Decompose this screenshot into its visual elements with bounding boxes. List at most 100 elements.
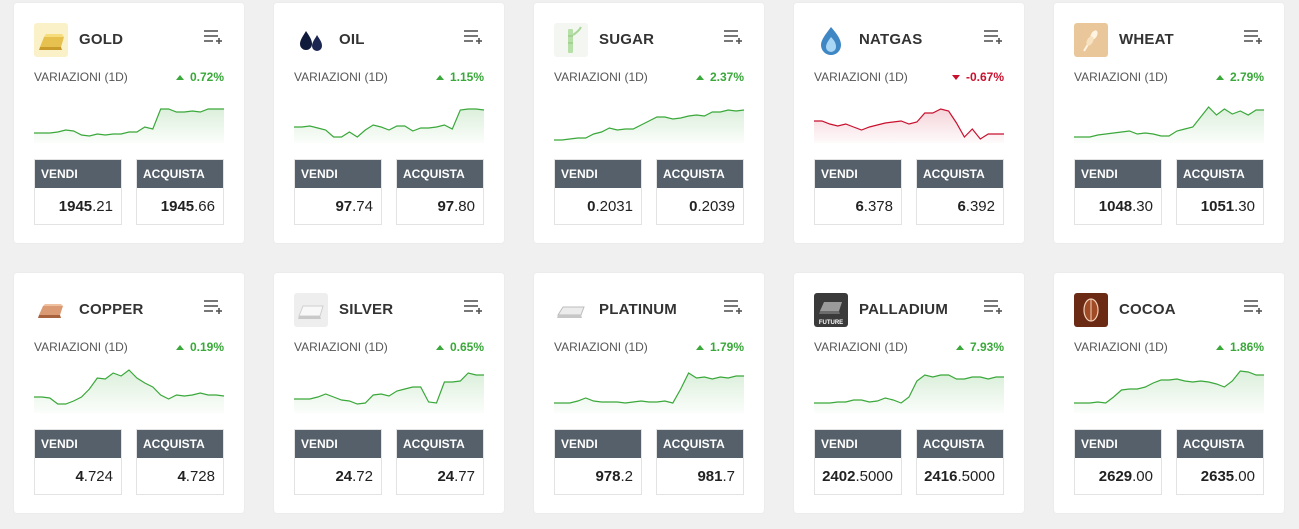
sell-button[interactable]: VENDI 2629.00: [1074, 429, 1162, 495]
change-label: VARIAZIONI (1D): [34, 70, 128, 84]
add-to-watchlist-icon[interactable]: [462, 27, 484, 47]
svg-text:FUTURE: FUTURE: [819, 320, 843, 326]
trend-arrow-icon: [175, 345, 184, 350]
buy-button[interactable]: ACQUISTA 0.2039: [656, 159, 744, 225]
trend-arrow-icon: [955, 345, 964, 350]
trend-arrow-icon: [1215, 75, 1224, 80]
asset-card-gold: GOLD VARIAZIONI (1D) 0.72% VENDI 1945.21…: [14, 3, 244, 243]
sell-button[interactable]: VENDI 6.378: [814, 159, 902, 225]
sell-button[interactable]: VENDI 978.2: [554, 429, 642, 495]
sell-label: VENDI: [1075, 160, 1161, 188]
trend-arrow-icon: [695, 75, 704, 80]
sparkline-chart: [34, 97, 224, 143]
sparkline-svg: [814, 108, 1004, 143]
sell-button[interactable]: VENDI 1945.21: [34, 159, 122, 225]
buy-button[interactable]: ACQUISTA 97.80: [396, 159, 484, 225]
add-to-watchlist-icon[interactable]: [1242, 297, 1264, 317]
buy-button[interactable]: ACQUISTA 24.77: [396, 429, 484, 495]
sparkline-area: [34, 370, 224, 413]
add-to-watchlist-icon[interactable]: [202, 297, 224, 317]
sell-price: 6.378: [855, 198, 893, 215]
buy-price: 24.77: [437, 468, 475, 485]
sparkline-area: [294, 373, 484, 413]
gold-bar-icon: [34, 23, 68, 57]
asset-card-wheat: WHEAT VARIAZIONI (1D) 2.79% VENDI 1048.3…: [1054, 3, 1284, 243]
add-to-watchlist-icon[interactable]: [982, 297, 1004, 317]
sell-button[interactable]: VENDI 1048.30: [1074, 159, 1162, 225]
change-value: 2.79%: [1215, 70, 1264, 84]
sparkline-line: [1074, 370, 1264, 404]
buy-button[interactable]: ACQUISTA 1051.30: [1176, 159, 1264, 225]
asset-card-platinum: PLATINUM VARIAZIONI (1D) 1.79% VENDI 978…: [534, 273, 764, 513]
sparkline-line: [814, 374, 1004, 404]
sell-button[interactable]: VENDI 2402.5000: [814, 429, 902, 495]
buy-price: 2635.00: [1200, 468, 1255, 485]
sell-button[interactable]: VENDI 4.724: [34, 429, 122, 495]
buy-label: ACQUISTA: [1177, 160, 1263, 188]
buy-button[interactable]: ACQUISTA 2635.00: [1176, 429, 1264, 495]
sparkline-svg: [34, 369, 225, 413]
change-value: -0.67%: [951, 70, 1004, 84]
sell-label: VENDI: [295, 430, 381, 458]
buy-label: ACQUISTA: [397, 430, 483, 458]
sell-button[interactable]: VENDI 0.2031: [554, 159, 642, 225]
trend-arrow-icon: [175, 75, 184, 80]
add-to-watchlist-icon[interactable]: [722, 27, 744, 47]
sparkline-area: [814, 375, 1004, 413]
add-to-watchlist-icon[interactable]: [1242, 27, 1264, 47]
add-to-watchlist-icon[interactable]: [202, 27, 224, 47]
sparkline-area: [554, 373, 744, 413]
sugar-cane-icon: [554, 23, 588, 57]
buy-label: ACQUISTA: [657, 430, 743, 458]
sparkline-line: [294, 372, 484, 405]
sparkline-area: [554, 110, 744, 143]
add-to-watchlist-icon[interactable]: [462, 297, 484, 317]
asset-card-oil: OIL VARIAZIONI (1D) 1.15% VENDI 97.74 AC…: [274, 3, 504, 243]
sparkline-chart: [294, 367, 484, 413]
sell-button[interactable]: VENDI 24.72: [294, 429, 382, 495]
asset-card-silver: SILVER VARIAZIONI (1D) 0.65% VENDI 24.72…: [274, 273, 504, 513]
silver-bar-icon: [294, 293, 328, 327]
cocoa-pod-icon: [1074, 293, 1108, 327]
buy-price: 2416.5000: [924, 468, 995, 485]
asset-name: OIL: [339, 31, 365, 48]
trend-arrow-icon: [435, 345, 444, 350]
sell-label: VENDI: [815, 430, 901, 458]
add-to-watchlist-icon[interactable]: [982, 27, 1004, 47]
buy-button[interactable]: ACQUISTA 981.7: [656, 429, 744, 495]
buy-button[interactable]: ACQUISTA 6.392: [916, 159, 1004, 225]
sparkline-chart: [554, 367, 744, 413]
change-label: VARIAZIONI (1D): [554, 340, 648, 354]
sparkline-svg: [554, 372, 744, 413]
sell-price: 2402.5000: [822, 468, 893, 485]
change-value: 7.93%: [955, 340, 1004, 354]
sparkline-chart: [554, 97, 745, 143]
asset-card-palladium: FUTURE PALLADIUM VARIAZIONI (1D) 7.93% V…: [794, 273, 1024, 513]
asset-name: GOLD: [79, 31, 124, 48]
buy-price: 0.2039: [689, 198, 735, 215]
buy-button[interactable]: ACQUISTA 4.728: [136, 429, 224, 495]
sell-label: VENDI: [1075, 430, 1161, 458]
buy-button[interactable]: ACQUISTA 1945.66: [136, 159, 224, 225]
platinum-bar-icon: [554, 293, 588, 327]
sparkline-area: [294, 109, 484, 143]
sell-button[interactable]: VENDI 97.74: [294, 159, 382, 225]
add-to-watchlist-icon[interactable]: [722, 297, 744, 317]
asset-name: WHEAT: [1119, 31, 1174, 48]
buy-price: 1051.30: [1200, 198, 1255, 215]
sparkline-line: [1074, 106, 1264, 138]
trend-arrow-icon: [1215, 345, 1224, 350]
asset-card-copper: COPPER VARIAZIONI (1D) 0.19% VENDI 4.724…: [14, 273, 244, 513]
sell-price: 24.72: [335, 468, 373, 485]
asset-card-natgas: NATGAS VARIAZIONI (1D) -0.67% VENDI 6.37…: [794, 3, 1024, 243]
asset-name: PLATINUM: [599, 301, 677, 318]
change-label: VARIAZIONI (1D): [294, 70, 388, 84]
palladium-future-icon: FUTURE: [814, 293, 848, 327]
trend-arrow-icon: [435, 75, 444, 80]
asset-name: NATGAS: [859, 31, 923, 48]
sparkline-line: [554, 372, 744, 404]
change-value: 0.72%: [175, 70, 224, 84]
buy-button[interactable]: ACQUISTA 2416.5000: [916, 429, 1004, 495]
sparkline-chart: [814, 97, 1004, 143]
